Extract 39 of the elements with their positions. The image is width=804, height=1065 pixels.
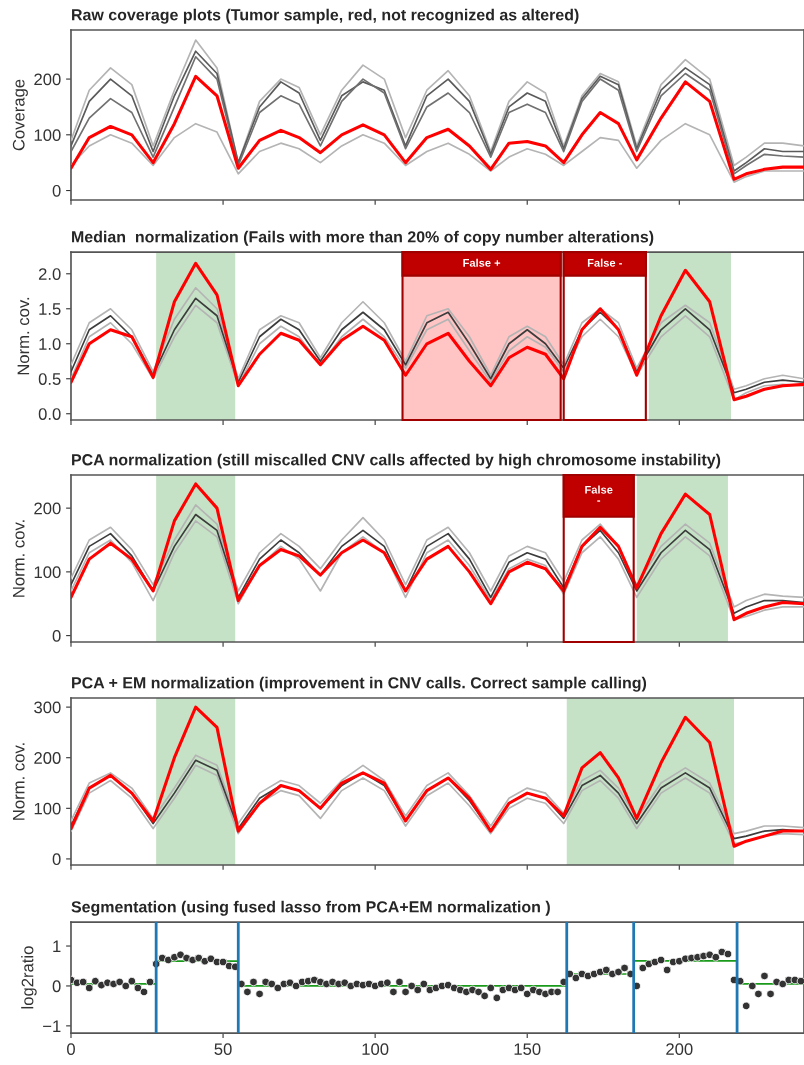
chart-title: Median normalization (Fails with more than 20% of copy number alterations) [72,230,654,246]
line-series [70,74,804,181]
y-tick-label: 1 [53,940,61,953]
y-axis-title: Norm. cov. [12,520,25,597]
band-label: False - [585,485,613,502]
y-tick-label: 200 [34,73,61,86]
y-axis-title: Norm. cov. [12,743,25,820]
x-tick-label: 150 [514,1043,541,1056]
y-tick-label: 2.0 [38,268,61,280]
chart-title: PCA normalization (still miscalled CNV calls affected by high chromosome instability) [72,453,721,469]
band-label: False + [463,258,501,267]
y-axis-title: Coverage [12,79,28,151]
y-axis-title: log2ratio [21,946,37,1009]
x-tick-label: 50 [214,1043,232,1056]
line-series [70,705,804,848]
y-tick-label: 1.0 [39,338,61,350]
chart-title: PCA + EM normalization (improvement in CNV calls. Correct sample calling) [72,676,647,692]
band-label: False - [587,258,622,267]
y-tick-label: 0.5 [38,373,61,385]
chart-title: Raw coverage plots (Tumor sample, red, not recognized as altered) [72,8,579,24]
y-tick-label: 0.0 [38,408,61,420]
y-tick-label: 0 [52,980,61,993]
y-tick-label: 1.5 [39,303,61,315]
line-series [70,482,804,622]
y-tick-label: 0 [52,630,61,642]
y-tick-label: 100 [34,802,61,815]
x-tick-label: 200 [666,1043,693,1056]
y-tick-label: 0 [52,184,61,197]
y-tick-label: 100 [34,566,61,579]
x-tick-label: 0 [67,1043,75,1056]
y-tick-label: 0 [52,853,61,866]
y-tick-label: −1 [43,1020,61,1032]
y-tick-label: 100 [34,129,61,142]
y-tick-label: 300 [34,701,61,714]
y-tick-label: 200 [34,752,61,764]
chart-title: Segmentation (using fused lasso from PCA+EM normalization ) [71,900,550,916]
y-axis-title: Norm. cov. [17,297,30,375]
x-tick-label: 100 [362,1043,389,1056]
y-tick-label: 200 [34,502,61,515]
